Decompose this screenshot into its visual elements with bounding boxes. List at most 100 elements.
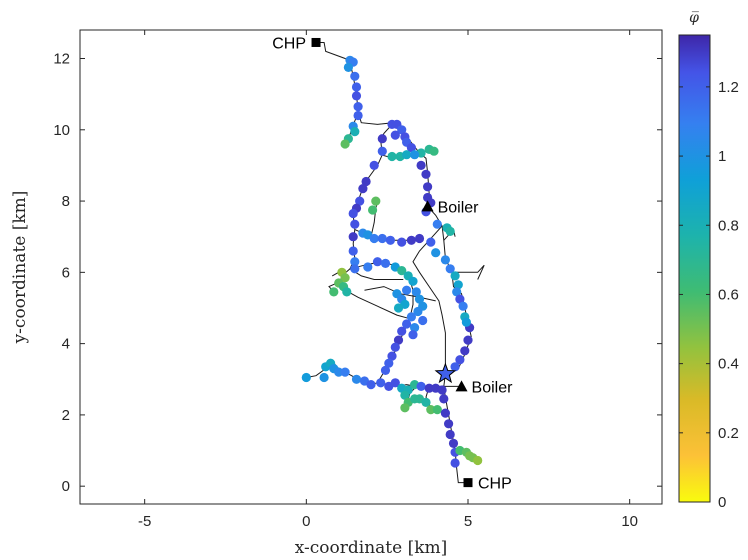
node-point	[455, 294, 465, 304]
node-point	[355, 196, 365, 206]
node-point	[380, 258, 391, 268]
node-point	[334, 367, 344, 377]
node-point	[411, 287, 421, 297]
node-point	[377, 233, 387, 244]
colorbar-tick-label: 0.6	[718, 286, 739, 303]
node-point	[393, 303, 404, 313]
node-point	[353, 102, 363, 112]
node-point	[421, 169, 431, 179]
node-point	[402, 319, 412, 329]
star-marker	[434, 362, 457, 384]
node-point	[301, 372, 311, 383]
node-point	[406, 312, 416, 322]
node-point	[350, 71, 360, 81]
y-axis-label: y-coordinate [km]	[10, 191, 30, 345]
node-point	[361, 176, 371, 187]
colorbar-tick-label: 0.4	[718, 356, 739, 373]
node-point	[390, 130, 400, 140]
node-point	[426, 405, 436, 415]
node-point	[408, 330, 418, 340]
node-point	[390, 378, 400, 388]
node-point	[440, 408, 450, 418]
node-point	[393, 335, 404, 345]
node-point	[385, 235, 395, 245]
node-point	[410, 394, 420, 404]
node-point	[406, 235, 416, 245]
node-point	[348, 208, 358, 219]
node-point	[445, 429, 455, 440]
y-tick-label: 6	[62, 264, 70, 281]
node-point	[458, 301, 468, 311]
node-point	[424, 383, 434, 393]
annotation-label: Boiler	[472, 379, 514, 396]
node-point	[351, 91, 362, 101]
node-point	[421, 397, 431, 407]
colorbar-label: φ̅	[689, 10, 699, 26]
node-point	[444, 419, 454, 429]
data-points	[301, 55, 483, 468]
node-point	[368, 205, 378, 215]
node-point	[343, 62, 353, 72]
node-point	[329, 287, 339, 297]
node-point	[429, 146, 439, 156]
node-point	[377, 146, 387, 156]
node-point	[432, 405, 442, 415]
x-axis-ticks: -5 0 5 10	[138, 30, 638, 530]
node-point	[372, 257, 383, 267]
x-tick-label: 10	[621, 513, 638, 530]
y-tick-label: 8	[62, 193, 70, 210]
boiler-marker	[421, 200, 434, 212]
node-point	[363, 262, 373, 272]
node-point	[342, 287, 352, 297]
node-point	[410, 323, 420, 333]
node-point	[414, 294, 425, 304]
colorbar-ticks: 0 0.2 0.4 0.6 0.8 1 1.2	[679, 79, 739, 511]
node-point	[408, 276, 418, 286]
annotation-label: Boiler	[438, 199, 480, 216]
annotation-label: CHP	[478, 476, 512, 493]
y-tick-label: 10	[53, 122, 70, 139]
node-point	[439, 394, 449, 404]
node-point	[369, 233, 379, 244]
colorbar-tick-label: 1	[718, 148, 726, 165]
node-point	[390, 342, 400, 352]
node-point	[416, 160, 426, 170]
node-point	[445, 264, 455, 274]
node-point	[414, 233, 425, 244]
node-point	[402, 150, 412, 160]
pipe-segment-7	[349, 268, 404, 280]
node-point	[376, 378, 386, 388]
node-point	[437, 385, 447, 395]
node-point	[350, 257, 360, 267]
node-point	[432, 219, 442, 229]
node-point	[400, 390, 410, 400]
node-point	[450, 271, 460, 281]
node-point	[397, 326, 407, 336]
node-point	[366, 380, 376, 390]
node-point	[340, 367, 350, 377]
node-point	[380, 365, 391, 375]
y-tick-label: 2	[62, 407, 70, 424]
node-point	[452, 287, 462, 297]
node-point	[351, 374, 362, 384]
x-tick-label: 0	[302, 513, 310, 530]
annotation-label: CHP	[272, 35, 306, 52]
node-point	[473, 455, 483, 466]
node-point	[450, 362, 460, 372]
node-point	[348, 232, 358, 242]
node-point	[413, 306, 423, 317]
node-point	[416, 381, 426, 391]
node-point	[387, 351, 397, 361]
node-point	[402, 285, 412, 295]
node-point	[384, 358, 394, 368]
node-point	[397, 237, 407, 247]
y-axis-ticks: 0 2 4 6 8 10 12	[53, 51, 662, 495]
y-tick-label: 4	[62, 336, 70, 353]
node-point	[461, 317, 471, 327]
node-point	[448, 438, 459, 448]
node-point	[319, 372, 329, 383]
node-point	[350, 219, 360, 229]
pipe-segment-8	[338, 286, 410, 320]
x-tick-label: 5	[464, 513, 472, 530]
